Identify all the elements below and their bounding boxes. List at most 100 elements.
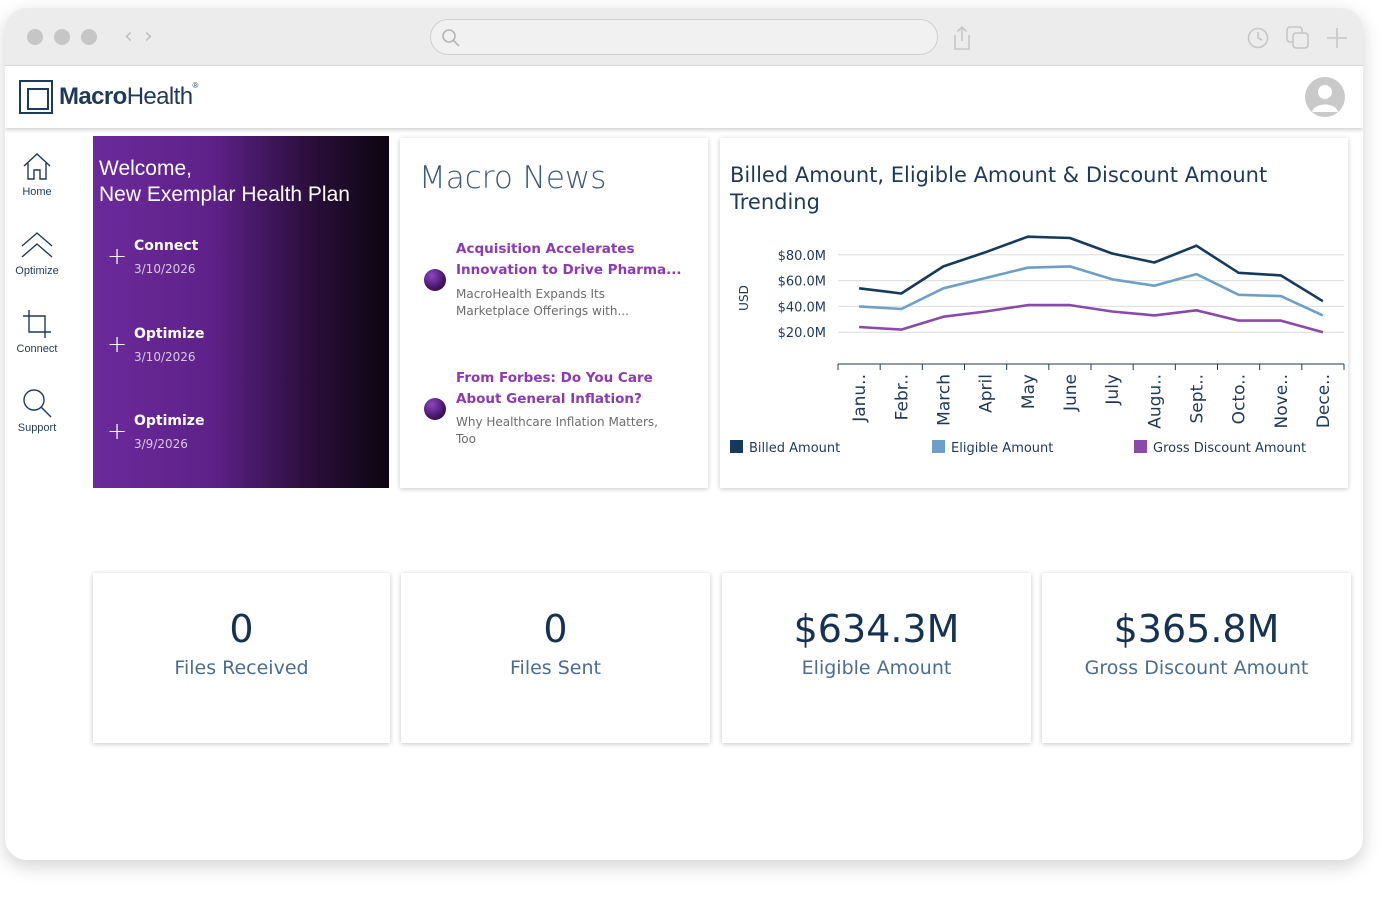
line-chart[interactable]: $20.0M $40.0M $60.0M $80.0M USD Janu.. Febr.. M… [720,138,1348,488]
forward-icon[interactable]: › [144,24,153,49]
x-tick-label: Augu.. [1145,374,1165,429]
news-summary: Why Healthcare Inflation Matters, Too [456,414,696,448]
activity-date: 3/10/2026 [134,350,196,364]
legend-label: Billed Amount [749,441,841,456]
legend-swatch [932,440,945,453]
x-tick-label: April [977,374,997,413]
y-tick-label: $40.0M [778,300,826,315]
x-tick-label: Febr.. [892,374,912,420]
logo-light: Health [126,83,193,110]
sidebar-nav: Home Optimize Connect Support [5,128,91,860]
plus-icon[interactable]: + [107,417,128,445]
sidebar-item-label: Home [22,186,52,198]
plus-icon[interactable]: + [107,242,128,270]
x-tick-label: March [934,374,954,426]
sidebar-item-label: Optimize [15,265,59,277]
logo-mark-icon [19,80,53,114]
news-headline-line: About General Inflation? [456,391,642,407]
sidebar-item-label: Support [17,422,57,434]
home-icon [23,153,51,180]
welcome-heading: Welcome, New Exemplar Health Plan [99,156,350,208]
news-summary-line: Marketplace Offerings with... [456,304,629,318]
x-tick-label: May [1019,374,1039,409]
sidebar-item-support[interactable]: Support [5,387,69,434]
sidebar-item-home[interactable]: Home [5,151,69,198]
activity-date: 3/9/2026 [134,437,188,451]
series-line-gross-discount-amount [859,303,1324,334]
news-bullet-icon [424,269,446,291]
legend-label: Gross Discount Amount [1153,441,1307,456]
registered-mark: ® [192,81,198,90]
activity-name: Connect [134,238,199,254]
kpi-value: $365.8M [1113,607,1280,651]
news-summary-line: MacroHealth Expands Its [456,287,605,301]
user-icon [1312,85,1338,112]
crop-icon [23,310,51,338]
news-title: Macro News [419,160,607,196]
sidebar-item-connect[interactable]: Connect [5,308,69,355]
search-icon [23,389,52,418]
logo-bold: Macro [59,83,127,110]
welcome-card: Welcome, New Exemplar Health Plan + Conn… [93,136,389,488]
activity-name: Optimize [134,326,205,342]
new-tab-icon[interactable] [1325,26,1349,50]
legend-item[interactable]: Eligible Amount [932,440,1053,456]
x-tick-label: Sept.. [1187,374,1207,424]
x-tick-label: July [1103,374,1123,406]
news-headline[interactable]: Acquisition Accelerates Innovation to Dr… [456,239,696,281]
y-axis-label: USD [737,285,751,311]
kpi-label: Files Sent [510,657,601,679]
news-summary: MacroHealth Expands Its Marketplace Offe… [456,286,696,320]
tabs-icon[interactable] [1285,25,1311,51]
news-headline-line: From Forbes: Do You Care [456,370,653,386]
history-icon[interactable] [1246,26,1270,50]
kpi-label: Eligible Amount [801,657,952,679]
legend-swatch [730,440,743,453]
x-tick-label: Dece.. [1314,374,1334,428]
legend-label: Eligible Amount [951,441,1054,456]
kpi-card-files-received: 0 Files Received [93,573,390,743]
news-summary-line: Too [456,432,476,446]
user-avatar[interactable] [1305,77,1345,117]
legend-swatch [1134,440,1147,453]
news-card: Macro News Acquisition Accelerates Innov… [400,138,708,488]
window-close-dot[interactable] [27,29,43,45]
welcome-line-1: Welcome, [99,157,192,180]
y-tick-label: $60.0M [778,275,826,290]
browser-toolbar: ‹ › [5,8,1363,66]
window-zoom-dot[interactable] [81,29,97,45]
legend-item[interactable]: Gross Discount Amount [1134,440,1306,456]
kpi-card-eligible-amount: $634.3M Eligible Amount [722,573,1031,743]
sidebar-item-optimize[interactable]: Optimize [5,230,69,277]
share-icon[interactable] [951,24,973,52]
activity-date: 3/10/2026 [134,262,196,276]
browser-window: ‹ › MacroHealth® [5,8,1363,860]
search-icon [442,29,460,47]
kpi-value: 0 [229,607,254,651]
kpi-label: Gross Discount Amount [1084,657,1309,679]
address-bar[interactable] [430,19,938,55]
window-minimize-dot[interactable] [54,29,70,45]
plus-icon[interactable]: + [107,330,128,358]
y-tick-label: $80.0M [778,249,826,264]
chart-title: Billed Amount, Eligible Amount & Discoun… [730,162,1330,216]
double-chevron-up-icon [21,232,53,258]
kpi-card-gross-discount: $365.8M Gross Discount Amount [1042,573,1351,743]
news-headline[interactable]: From Forbes: Do You Care About General I… [456,368,696,410]
legend-item[interactable]: Billed Amount [730,440,840,456]
news-headline-line: Innovation to Drive Pharma... [456,262,682,278]
x-tick-label: Octo.. [1230,374,1250,424]
y-tick-label: $20.0M [778,326,826,341]
trend-chart-card: Billed Amount, Eligible Amount & Discoun… [720,138,1348,488]
x-tick-label: June [1061,374,1081,412]
chart-title-line: Trending [730,190,820,214]
series-line-eligible-amount [859,265,1324,317]
logo[interactable]: MacroHealth® [59,81,198,111]
kpi-value: $634.3M [793,607,960,651]
kpi-value: 0 [543,607,568,651]
x-tick-label: Nove.. [1272,374,1292,428]
kpi-label: Files Received [174,657,309,679]
back-icon[interactable]: ‹ [124,24,133,49]
series-line-billed-amount [858,235,1324,303]
news-headline-line: Acquisition Accelerates [456,241,635,257]
